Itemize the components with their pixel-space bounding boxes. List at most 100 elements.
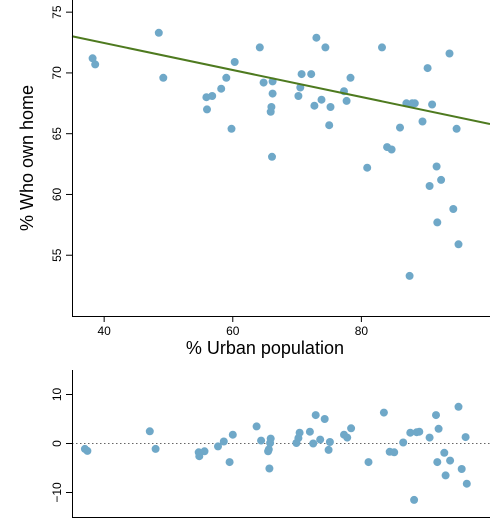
data-point	[310, 101, 319, 110]
residual-point	[83, 446, 92, 455]
y-axis-title: % Who own home	[17, 85, 37, 231]
y-tick-label: 65	[50, 127, 64, 141]
data-point	[428, 100, 437, 109]
bottom-panel-frame	[72, 370, 490, 518]
residual-point	[295, 428, 304, 437]
residual-point	[461, 433, 470, 442]
data-point	[268, 152, 276, 161]
data-point	[425, 182, 434, 190]
residual-point	[324, 445, 333, 454]
residual-point	[151, 444, 160, 453]
data-point	[267, 103, 276, 111]
data-point	[203, 105, 211, 114]
data-point	[363, 163, 372, 172]
residual-point	[457, 465, 466, 473]
data-point	[326, 103, 335, 111]
scatter-panel: 40 60 80 55 60 65 70 75 % Urban population % W…	[17, 0, 490, 358]
y-tick-label: 75	[50, 5, 64, 19]
residual-point	[440, 448, 449, 457]
residual-point	[433, 458, 442, 467]
data-point	[255, 43, 264, 52]
residual-point	[347, 424, 356, 433]
data-point	[154, 28, 163, 37]
residual-point	[200, 447, 209, 456]
top-x-axis-ticks: 40 60 80	[97, 316, 368, 338]
x-tick-label: 80	[355, 324, 369, 338]
x-axis-title: % Urban population	[186, 338, 344, 358]
data-point	[432, 162, 441, 171]
data-point	[259, 78, 268, 87]
top-y-axis-ticks: 55 60 65 70 75	[50, 5, 72, 262]
x-tick-label: 60	[226, 324, 240, 338]
residual-point	[305, 427, 314, 436]
y-tick-label: 55	[50, 248, 64, 262]
top-panel-frame	[72, 0, 490, 317]
data-point	[454, 240, 463, 249]
residual-point	[434, 424, 443, 433]
residual-point	[195, 452, 204, 461]
residual-point	[410, 495, 419, 504]
residual-point	[311, 411, 320, 420]
residual-point	[214, 442, 222, 451]
data-point	[387, 145, 396, 154]
residual-point	[225, 458, 234, 467]
residual-point	[309, 439, 318, 448]
data-point	[325, 121, 334, 130]
residual-point	[462, 479, 471, 488]
residual-point	[406, 428, 415, 437]
data-point	[405, 271, 414, 280]
data-point	[227, 124, 236, 133]
data-point	[433, 218, 442, 227]
residual-point	[228, 430, 237, 439]
y-tick-label: 60	[50, 187, 64, 201]
data-point	[159, 73, 168, 82]
data-point	[307, 70, 316, 79]
data-point	[294, 92, 303, 100]
residual-point	[432, 411, 440, 420]
data-point	[418, 117, 427, 126]
residual-point	[264, 445, 273, 454]
residual-point	[446, 456, 455, 465]
residual-point	[364, 458, 373, 467]
residual-y-tick-label: 10	[50, 388, 64, 402]
residual-point	[379, 408, 388, 417]
data-point	[91, 60, 100, 69]
data-point	[445, 49, 454, 58]
y-tick-label: 70	[50, 66, 64, 80]
data-point	[268, 89, 277, 98]
bottom-y-axis-ticks: −10 0 10	[50, 388, 72, 503]
data-point	[217, 84, 226, 93]
data-point	[230, 58, 239, 66]
data-point	[346, 73, 355, 82]
residual-points	[80, 402, 471, 504]
residual-point	[252, 422, 261, 431]
x-tick-label: 40	[97, 324, 111, 338]
residual-point	[320, 415, 329, 423]
residual-point	[343, 433, 352, 442]
residual-point	[399, 438, 408, 447]
residual-point	[441, 471, 450, 480]
residual-point	[219, 437, 228, 446]
data-point	[437, 175, 446, 184]
data-point	[208, 92, 217, 100]
residual-y-tick-label: −10	[50, 482, 64, 503]
data-point	[321, 43, 330, 52]
residual-point	[266, 434, 275, 443]
residual-point	[325, 438, 334, 446]
residual-point	[425, 433, 434, 442]
residual-point	[265, 464, 274, 473]
data-point	[297, 70, 306, 79]
residual-panel: −10 0 10	[50, 370, 490, 518]
data-point	[378, 43, 386, 52]
data-point	[312, 33, 321, 42]
data-point	[452, 124, 461, 133]
data-point	[317, 95, 326, 104]
data-point	[423, 64, 432, 73]
residual-point	[454, 402, 463, 411]
data-point	[410, 99, 419, 108]
residual-point	[257, 436, 266, 445]
residual-y-tick-label: 0	[50, 440, 64, 447]
residual-point	[145, 427, 154, 436]
data-point	[449, 205, 458, 213]
